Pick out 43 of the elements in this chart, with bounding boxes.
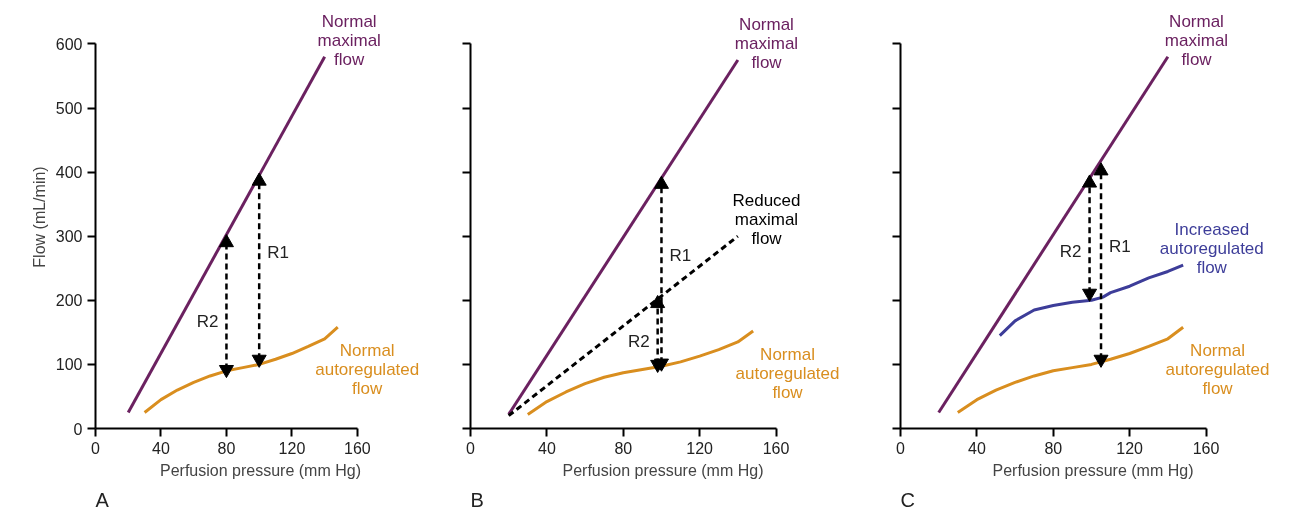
x-axis-title: Perfusion pressure (mm Hg) xyxy=(160,461,361,479)
y-tick-label: 300 xyxy=(55,228,83,246)
series-label: Increased autoregulated flow xyxy=(1159,220,1264,278)
series-label: Normal maximal flow xyxy=(317,11,381,69)
series-label: Normal autoregulated flow xyxy=(315,341,420,399)
series-label: R1 xyxy=(669,246,692,266)
y-tick-label: 400 xyxy=(55,164,83,182)
x-tick-label: 120 xyxy=(1116,439,1144,457)
x-tick-label: 40 xyxy=(537,439,556,457)
series-label: Normal maximal flow xyxy=(734,15,799,73)
x-tick-label: 80 xyxy=(1044,439,1063,457)
x-axis-title: Perfusion pressure (mm Hg) xyxy=(562,461,764,479)
x-tick-label: 80 xyxy=(217,439,236,457)
series-label: R1 xyxy=(267,242,289,262)
x-tick-label: 160 xyxy=(1192,439,1220,457)
series-label: Reduced maximal flow xyxy=(732,191,801,249)
x-tick-label: 0 xyxy=(466,439,476,457)
series-label: Normal maximal flow xyxy=(1164,11,1229,69)
y-axis-title: Flow (mL/min) xyxy=(30,166,48,268)
series-label: R2 xyxy=(196,311,219,331)
text: A xyxy=(95,488,110,511)
text: C xyxy=(900,488,915,511)
x-tick-label: 40 xyxy=(967,439,986,457)
y-tick-label: 600 xyxy=(55,35,83,53)
x-tick-label: 160 xyxy=(344,439,371,457)
y-tick-label: 500 xyxy=(55,100,83,118)
x-tick-label: 0 xyxy=(896,439,906,457)
x-tick-label: 80 xyxy=(614,439,633,457)
y-tick-label: 200 xyxy=(55,292,83,310)
x-tick-label: 160 xyxy=(762,439,790,457)
y-tick-label: 0 xyxy=(73,420,83,438)
text: B xyxy=(470,488,484,511)
x-tick-label: 0 xyxy=(91,439,101,457)
x-axis-title: Perfusion pressure (mm Hg) xyxy=(992,461,1194,479)
series-label: R2 xyxy=(627,331,650,351)
x-tick-label: 120 xyxy=(278,439,306,457)
series-label: Normal autoregulated flow xyxy=(735,345,840,403)
y-tick-label: 100 xyxy=(55,356,83,374)
series-label: R2 xyxy=(1059,241,1082,261)
series-label: Normal autoregulated flow xyxy=(1165,341,1270,399)
x-tick-label: 40 xyxy=(152,439,170,457)
series-label: R1 xyxy=(1109,236,1131,256)
x-tick-label: 120 xyxy=(686,439,714,457)
